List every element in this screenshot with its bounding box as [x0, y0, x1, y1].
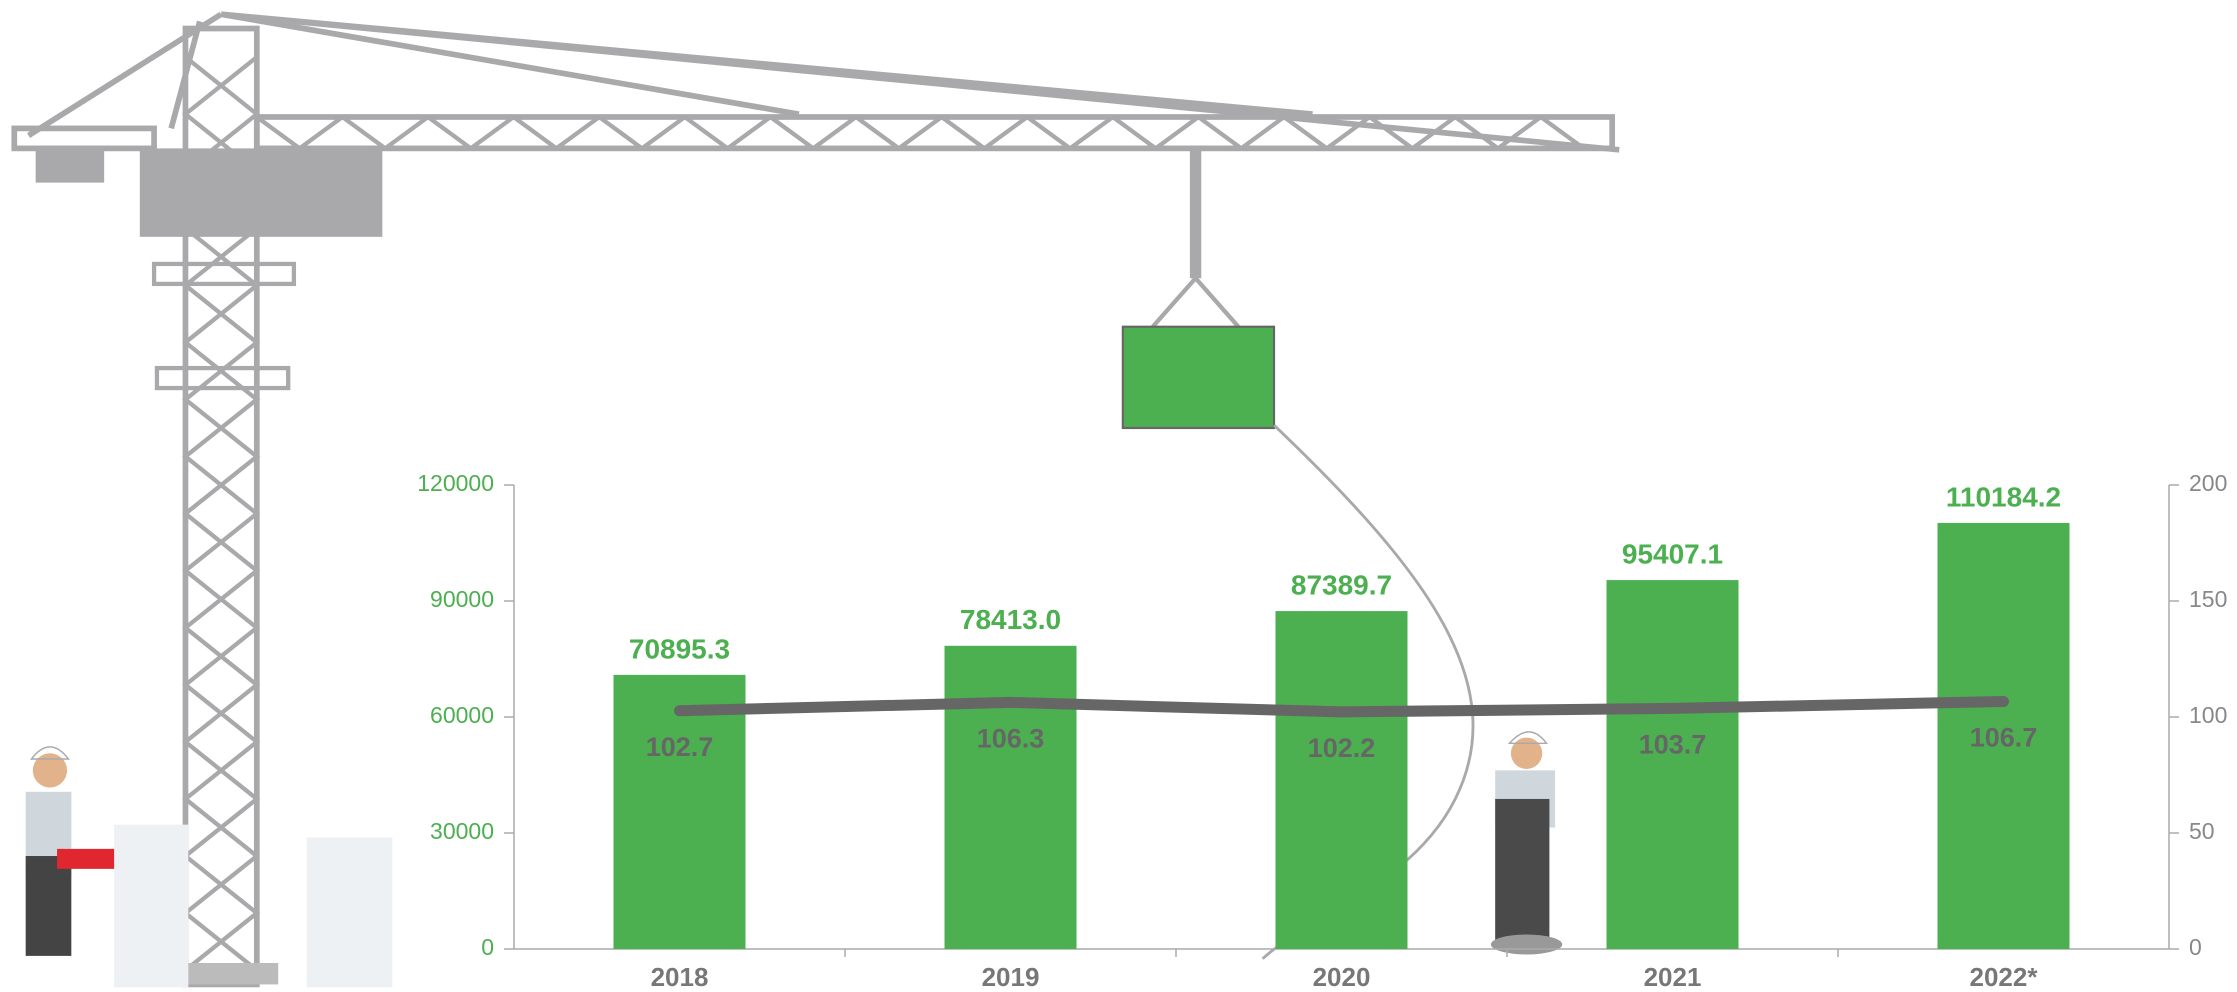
y-tick-label: 90000	[430, 586, 494, 612]
line-value-label: 102.2	[1308, 733, 1376, 763]
bar	[1606, 580, 1739, 949]
line-value-label: 106.3	[977, 724, 1045, 754]
bar	[613, 674, 746, 949]
y2-tick-label: 50	[2189, 818, 2215, 844]
y-tick-label: 120000	[417, 470, 494, 496]
bar	[1937, 522, 2070, 949]
y2-tick-label: 100	[2189, 702, 2227, 728]
line	[674, 695, 2009, 718]
y-tick-label: 60000	[430, 702, 494, 728]
bar	[1275, 611, 1408, 949]
crane-illustration	[11, 11, 1620, 988]
line-value-label: 102.7	[646, 732, 714, 762]
line-value-label: 106.7	[1970, 723, 2038, 753]
x-tick-label: 2022*	[1970, 962, 2039, 992]
bar	[944, 645, 1077, 949]
x-tick-label: 2021	[1644, 962, 1702, 992]
y-tick-label: 30000	[430, 818, 494, 844]
x-tick-label: 2020	[1313, 962, 1371, 992]
bar-value-label: 78413.0	[960, 604, 1061, 635]
y-tick-label: 0	[481, 934, 494, 960]
y2-tick-label: 150	[2189, 586, 2227, 612]
bar-value-label: 87389.7	[1291, 569, 1392, 600]
bar-value-label: 95407.1	[1622, 538, 1723, 569]
line-value-label: 103.7	[1639, 730, 1707, 760]
x-tick-label: 2018	[651, 962, 709, 992]
bar-value-label: 70895.3	[629, 633, 730, 664]
y2-tick-label: 0	[2189, 934, 2202, 960]
bar-value-label: 110184.2	[1946, 481, 2061, 512]
x-tick-label: 2019	[982, 962, 1040, 992]
y2-tick-label: 200	[2189, 470, 2227, 496]
